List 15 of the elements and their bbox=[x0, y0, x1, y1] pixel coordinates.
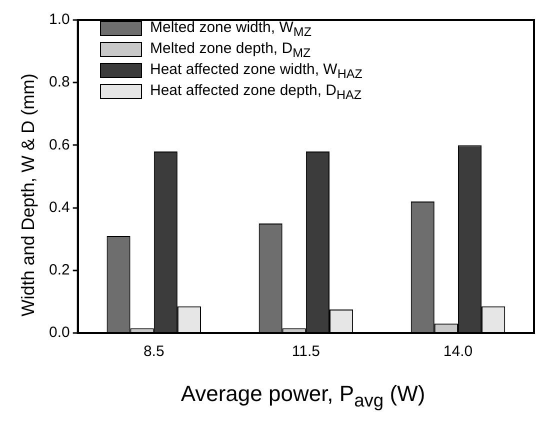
y-tick-label: 0.2 bbox=[48, 262, 70, 279]
y-tick-label: 1.0 bbox=[48, 11, 70, 28]
y-tick-label: 0.0 bbox=[48, 324, 70, 342]
y-axis-title: Width and Depth, W & D (mm) bbox=[17, 72, 39, 319]
y-tick-label: 0.8 bbox=[48, 74, 70, 91]
y-tick-label: 0.6 bbox=[48, 136, 70, 154]
legend-label: Heat affected zone depth, D$_{HAZ}$ bbox=[150, 82, 362, 102]
legend-label: Heat affected zone width, W$_{HAZ}$ bbox=[150, 60, 362, 80]
legend-label: Melted zone width, W$_{MZ}$ bbox=[150, 18, 312, 38]
legend-label: Melted zone depth, D$_{MZ}$ bbox=[150, 40, 311, 60]
x-tick-label: 8.5 bbox=[143, 343, 164, 360]
x-axis-title: Average power, P$_{avg}$ (W) bbox=[180, 380, 426, 411]
x-tick-label: 11.5 bbox=[292, 343, 320, 360]
x-tick-label: 14.0 bbox=[443, 343, 473, 360]
y-tick-label: 0.4 bbox=[48, 198, 70, 216]
